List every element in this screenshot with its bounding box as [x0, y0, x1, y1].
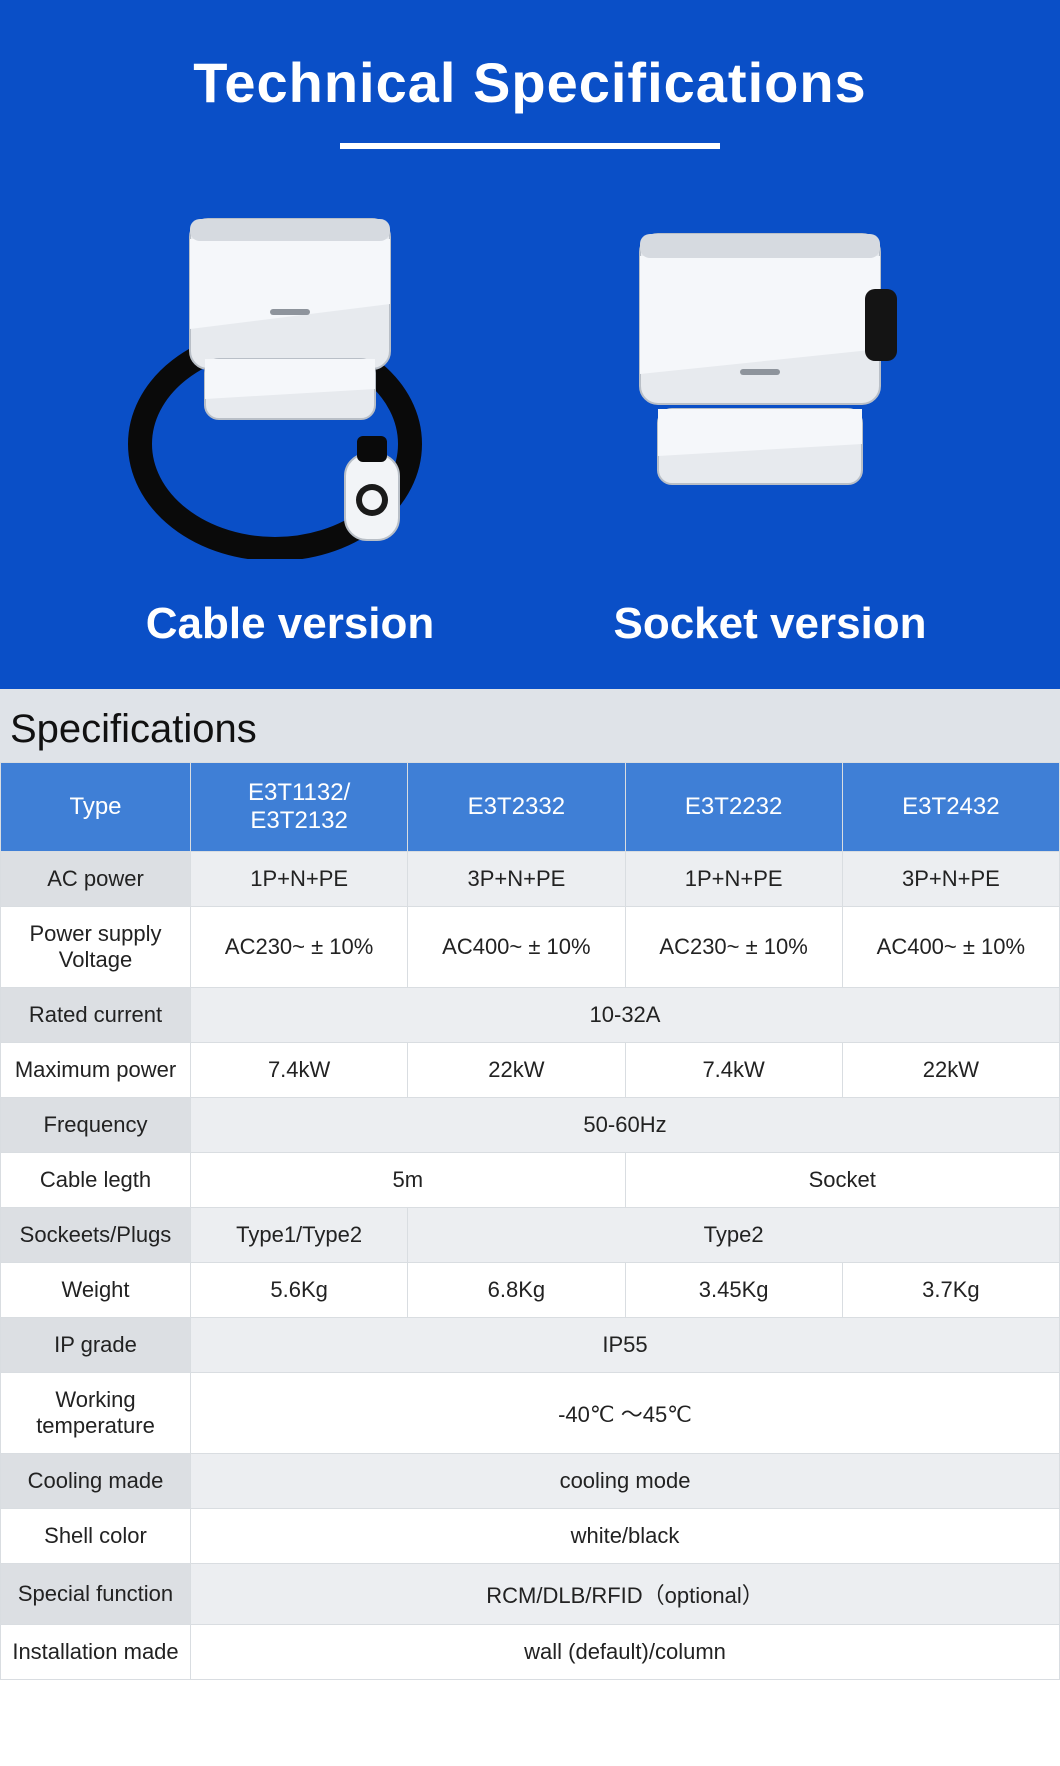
spec-cell: Type2 [408, 1208, 1060, 1263]
spec-row-label: Frequency [1, 1098, 191, 1153]
spec-cell: 3.45Kg [625, 1263, 842, 1318]
spec-header-col: E3T2432 [842, 763, 1059, 852]
spec-row: Maximum power7.4kW22kW7.4kW22kW [1, 1043, 1060, 1098]
spec-cell: 10-32A [191, 988, 1060, 1043]
spec-row-label: Working temperature [1, 1373, 191, 1454]
spec-row: Cable legth5mSocket [1, 1153, 1060, 1208]
spec-row-label: AC power [1, 852, 191, 907]
product-cable-label: Cable version [146, 599, 435, 649]
spec-cell: 5m [191, 1153, 626, 1208]
spec-row-label: Maximum power [1, 1043, 191, 1098]
spec-cell: Type1/Type2 [191, 1208, 408, 1263]
spec-cell: RCM/DLB/RFID（optional） [191, 1564, 1060, 1625]
spec-cell: cooling mode [191, 1454, 1060, 1509]
spec-row-label: IP grade [1, 1318, 191, 1373]
spec-row-label: Rated current [1, 988, 191, 1043]
spec-cell: Socket [625, 1153, 1060, 1208]
spec-header-col: E3T1132/ E3T2132 [191, 763, 408, 852]
spec-row: Special functionRCM/DLB/RFID（optional） [1, 1564, 1060, 1625]
spec-row-label: Installation made [1, 1625, 191, 1680]
spec-cell: 5.6Kg [191, 1263, 408, 1318]
hero-section: Technical Specifications [0, 0, 1060, 689]
spec-row: Sockeets/PlugsType1/Type2Type2 [1, 1208, 1060, 1263]
spec-cell: AC230~ ± 10% [625, 907, 842, 988]
spec-cell: IP55 [191, 1318, 1060, 1373]
spec-cell: AC230~ ± 10% [191, 907, 408, 988]
spec-row: Power supply VoltageAC230~ ± 10%AC400~ ±… [1, 907, 1060, 988]
spec-cell: 1P+N+PE [625, 852, 842, 907]
spec-cell: white/black [191, 1509, 1060, 1564]
spec-cell: 3.7Kg [842, 1263, 1059, 1318]
spec-cell: 22kW [842, 1043, 1059, 1098]
spec-header-col: E3T2232 [625, 763, 842, 852]
spec-row-label: Shell color [1, 1509, 191, 1564]
spec-row-label: Sockeets/Plugs [1, 1208, 191, 1263]
spec-row-label: Cable legth [1, 1153, 191, 1208]
spec-row: Cooling madecooling mode [1, 1454, 1060, 1509]
hero-title: Technical Specifications [40, 50, 1020, 115]
spec-cell: 1P+N+PE [191, 852, 408, 907]
product-socket-label: Socket version [613, 599, 926, 649]
spec-row: Working temperature-40℃ ～45℃ [1, 1373, 1060, 1454]
spec-header-label: Type [1, 763, 191, 852]
spec-row: Shell colorwhite/black [1, 1509, 1060, 1564]
spec-row: Rated current10-32A [1, 988, 1060, 1043]
spec-row-label: Weight [1, 1263, 191, 1318]
hero-underline [340, 143, 720, 149]
product-cable-image [110, 189, 470, 569]
specs-section: Specifications Type E3T1132/ E3T2132 E3T… [0, 689, 1060, 1680]
spec-cell: 7.4kW [625, 1043, 842, 1098]
spec-cell: AC400~ ± 10% [408, 907, 625, 988]
spec-header-col: E3T2332 [408, 763, 625, 852]
spec-cell: AC400~ ± 10% [842, 907, 1059, 988]
charger-cable-icon [120, 199, 460, 559]
spec-cell: 22kW [408, 1043, 625, 1098]
spec-cell: 50-60Hz [191, 1098, 1060, 1153]
spec-cell: -40℃ ～45℃ [191, 1373, 1060, 1454]
spec-header-row: Type E3T1132/ E3T2132 E3T2332 E3T2232 E3… [1, 763, 1060, 852]
spec-table: Type E3T1132/ E3T2132 E3T2332 E3T2232 E3… [0, 762, 1060, 1680]
spec-row-label: Special function [1, 1564, 191, 1625]
spec-row: IP gradeIP55 [1, 1318, 1060, 1373]
charger-socket-icon [610, 199, 930, 559]
spec-cell: 6.8Kg [408, 1263, 625, 1318]
spec-cell: wall (default)/column [191, 1625, 1060, 1680]
specs-heading: Specifications [0, 701, 1060, 762]
product-socket: Socket version [550, 189, 990, 649]
spec-row: Installation madewall (default)/column [1, 1625, 1060, 1680]
spec-row: AC power1P+N+PE3P+N+PE1P+N+PE3P+N+PE [1, 852, 1060, 907]
spec-cell: 3P+N+PE [408, 852, 625, 907]
products-row: Cable version [40, 189, 1020, 649]
spec-row: Weight5.6Kg6.8Kg3.45Kg3.7Kg [1, 1263, 1060, 1318]
product-socket-image [590, 189, 950, 569]
spec-cell: 7.4kW [191, 1043, 408, 1098]
spec-row: Frequency50-60Hz [1, 1098, 1060, 1153]
spec-row-label: Power supply Voltage [1, 907, 191, 988]
product-cable: Cable version [70, 189, 510, 649]
spec-row-label: Cooling made [1, 1454, 191, 1509]
spec-cell: 3P+N+PE [842, 852, 1059, 907]
